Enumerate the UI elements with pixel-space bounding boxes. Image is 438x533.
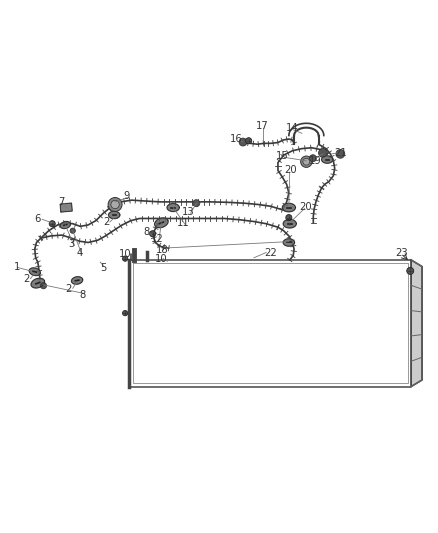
Circle shape (108, 198, 122, 212)
Text: 8: 8 (80, 290, 86, 300)
Circle shape (239, 138, 247, 146)
Text: 1: 1 (14, 262, 21, 272)
Circle shape (286, 215, 292, 221)
Circle shape (309, 155, 316, 161)
Circle shape (150, 231, 155, 237)
Text: 3: 3 (68, 239, 74, 249)
Text: 6: 6 (35, 214, 41, 224)
Text: 4: 4 (76, 248, 82, 259)
Circle shape (300, 156, 312, 167)
Text: 19: 19 (309, 156, 321, 166)
Text: 2: 2 (103, 217, 110, 227)
Circle shape (318, 149, 327, 157)
Text: 10: 10 (155, 254, 168, 264)
Polygon shape (60, 222, 71, 229)
Polygon shape (109, 211, 120, 219)
Polygon shape (31, 278, 45, 288)
Text: 14: 14 (286, 123, 299, 133)
Circle shape (123, 256, 128, 261)
Text: 16: 16 (230, 134, 243, 144)
Text: 9: 9 (123, 191, 130, 201)
Polygon shape (167, 204, 179, 212)
Polygon shape (71, 277, 83, 284)
Circle shape (111, 200, 119, 209)
Circle shape (70, 228, 75, 233)
Circle shape (246, 138, 252, 144)
Polygon shape (283, 239, 294, 246)
Circle shape (193, 200, 200, 207)
Polygon shape (321, 156, 333, 163)
Text: 8: 8 (144, 227, 150, 237)
Circle shape (407, 268, 414, 274)
Text: 7: 7 (58, 197, 64, 207)
Polygon shape (29, 268, 40, 276)
Circle shape (303, 158, 310, 165)
Text: 13: 13 (182, 207, 195, 217)
Text: 22: 22 (264, 247, 277, 257)
Text: 20: 20 (285, 165, 297, 175)
Circle shape (40, 282, 46, 289)
Polygon shape (283, 203, 295, 212)
Polygon shape (283, 220, 296, 228)
Polygon shape (411, 260, 422, 386)
Text: 12: 12 (151, 235, 163, 245)
Circle shape (49, 221, 55, 227)
Text: 5: 5 (100, 263, 106, 273)
Polygon shape (60, 203, 72, 212)
Text: 18: 18 (156, 245, 169, 255)
Text: 23: 23 (395, 247, 408, 257)
Text: 20: 20 (299, 201, 312, 212)
Text: 10: 10 (119, 249, 131, 259)
Text: 11: 11 (177, 218, 190, 228)
Text: 15: 15 (276, 151, 289, 161)
Circle shape (336, 149, 345, 158)
Polygon shape (155, 218, 168, 228)
Text: 17: 17 (256, 121, 269, 131)
Text: 21: 21 (334, 148, 347, 158)
Text: 2: 2 (24, 274, 30, 284)
Text: 2: 2 (65, 284, 71, 294)
Circle shape (123, 311, 128, 316)
